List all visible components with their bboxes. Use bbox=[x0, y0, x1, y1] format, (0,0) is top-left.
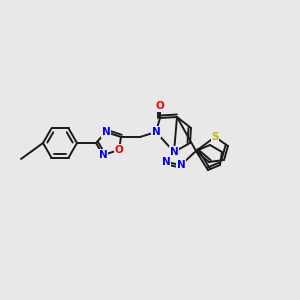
Text: N: N bbox=[162, 157, 170, 167]
Text: O: O bbox=[156, 101, 164, 111]
Text: S: S bbox=[211, 132, 219, 142]
Text: O: O bbox=[115, 145, 123, 155]
Text: N: N bbox=[102, 127, 110, 137]
Text: N: N bbox=[152, 127, 160, 137]
Text: N: N bbox=[177, 160, 185, 170]
Text: N: N bbox=[99, 150, 107, 160]
Text: N: N bbox=[169, 147, 178, 157]
